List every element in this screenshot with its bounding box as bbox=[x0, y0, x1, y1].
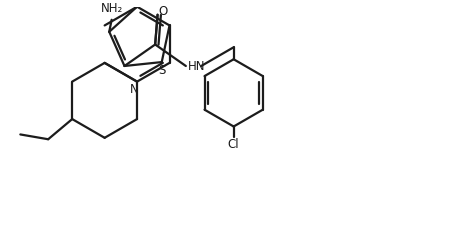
Text: HN: HN bbox=[188, 60, 206, 73]
Text: N: N bbox=[130, 83, 139, 96]
Text: NH₂: NH₂ bbox=[101, 2, 123, 15]
Text: O: O bbox=[159, 5, 168, 18]
Text: S: S bbox=[158, 64, 165, 77]
Text: Cl: Cl bbox=[228, 138, 240, 151]
